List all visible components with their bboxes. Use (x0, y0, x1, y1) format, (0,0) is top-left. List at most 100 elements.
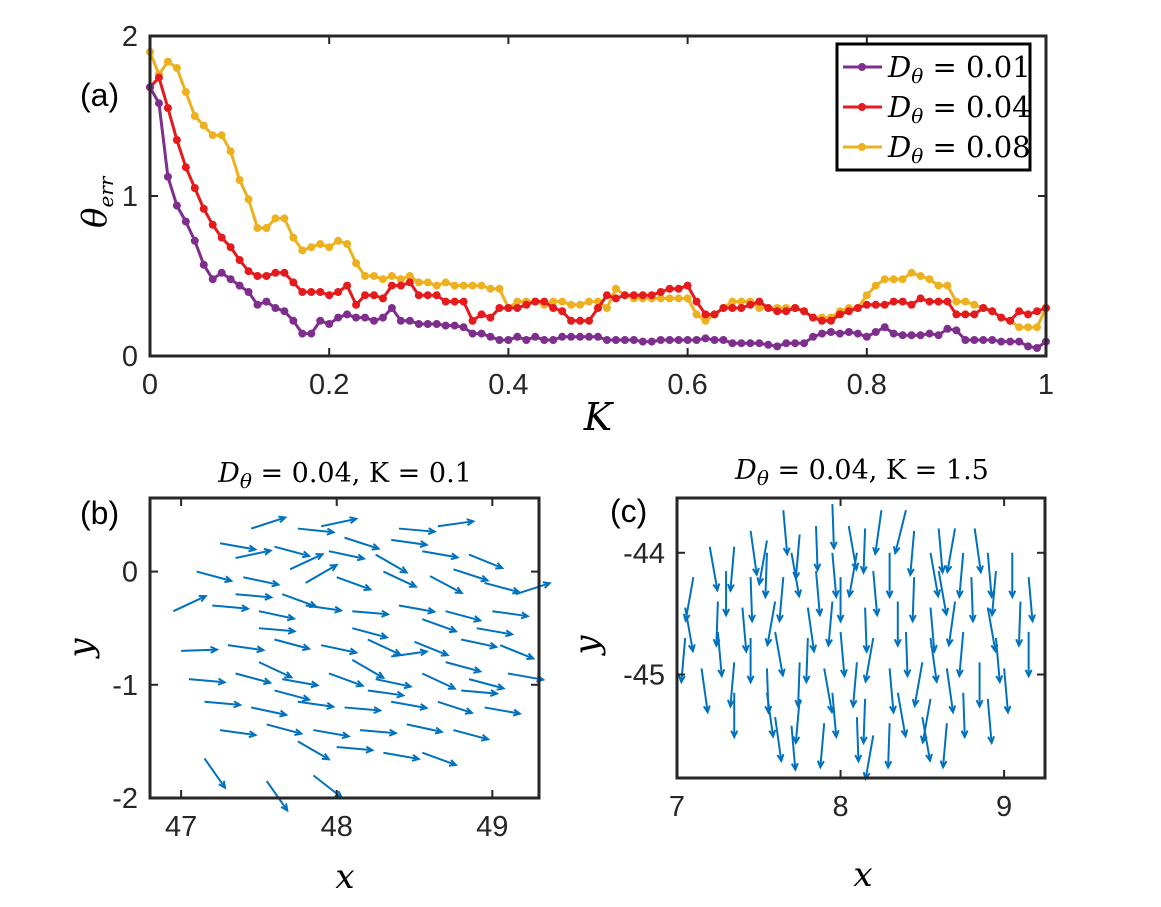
series-1-point (244, 267, 253, 276)
panel-b-arrow-head (376, 671, 386, 679)
series-1-point (638, 291, 647, 300)
panel-c-arrow-head (761, 590, 770, 600)
series-1-point (880, 300, 889, 309)
panel-b-arrow-head (542, 581, 552, 589)
series-0-point (513, 332, 522, 341)
series-1-point (970, 310, 979, 319)
panel-c-arrow-head (717, 669, 726, 679)
panel-b-arrow (196, 570, 234, 584)
panel-c-arrow-shaft (864, 735, 875, 780)
series-0-point (880, 323, 889, 332)
panel-b-arrow-shaft (258, 627, 295, 633)
panel-c-arrow (849, 662, 858, 709)
series-0-point (844, 328, 853, 336)
panel-c-arrow (1008, 552, 1017, 600)
panel-c-arrow-head (948, 705, 957, 715)
panel-b-arrow-shaft (188, 678, 225, 684)
series-0-point (629, 336, 638, 344)
panel-b-arrow-shaft (437, 700, 473, 714)
series-0-point (495, 336, 504, 344)
panel-c-arrow (730, 692, 739, 740)
panel-b-arrow-shaft (297, 700, 334, 708)
panel-b-arrow-shaft (313, 729, 349, 738)
panel-c-y-label: y (567, 635, 607, 657)
panel-b-arrow-head (489, 641, 499, 650)
panel-c-arrow-shaft (937, 528, 944, 573)
panel-c-arrow-head (859, 736, 868, 746)
series-2-point (755, 304, 764, 312)
panel-b-arrow (265, 780, 289, 813)
series-0-point (163, 172, 172, 181)
series-1-point (549, 304, 558, 312)
panel-c-arrow-head (872, 608, 881, 618)
panel-b-arrow (219, 542, 258, 553)
series-0-point (665, 336, 674, 344)
series-0-point (235, 281, 244, 290)
series-1-point (405, 278, 414, 287)
panel-b-arrow-head (224, 575, 234, 584)
series-1-point (611, 294, 620, 303)
panel-c-arrow-head (813, 563, 822, 573)
panel-b-arrow (266, 723, 304, 736)
panel-b-arrow-shaft (398, 527, 435, 533)
series-2-point (181, 88, 190, 96)
legend-entries: Dθ = 0.01 Dθ = 0.04 Dθ = 0.08 (843, 50, 1031, 168)
series-2-point (1024, 323, 1033, 332)
panel-c-arrow-shaft (887, 723, 891, 768)
panel-b-arrow-head (396, 690, 406, 699)
series-1-point (826, 316, 835, 325)
series-0-point (540, 336, 549, 344)
series-0-point (450, 321, 459, 330)
series-0-point (154, 99, 163, 108)
panel-b-arrow-head (301, 694, 312, 703)
series-2-point (334, 236, 343, 245)
panel-c-arrow-head (687, 644, 696, 654)
series-0-point (396, 316, 405, 325)
series-1-point (450, 297, 459, 306)
panel-c-title-rest: = 0.04, K = 1.5 (769, 455, 989, 486)
panel-b-arrow-head (284, 671, 294, 679)
panel-c-x-tick-label: 7 (669, 791, 685, 823)
panel-b-label: (b) (80, 495, 119, 531)
panel-c-arrow-head (854, 754, 863, 764)
series-1-point (889, 297, 898, 306)
panel-a-x-tick-label: 1 (1038, 369, 1054, 401)
panel-c-arrow-head (741, 644, 750, 654)
panel-c-arrow-head (938, 565, 946, 575)
panel-b-arrow (204, 700, 243, 709)
series-1-point (647, 291, 656, 300)
panel-c-arrow-shaft (848, 552, 858, 597)
series-1-point (289, 278, 298, 287)
panel-c-arrow-shaft (864, 637, 875, 682)
panel-c-arrows (677, 504, 1036, 782)
panel-c-x-label: x (853, 855, 872, 895)
panel-c-arrow-head (911, 698, 920, 709)
panel-c-arrow (774, 716, 785, 764)
panel-b-arrow-head (278, 515, 288, 524)
panel-b-arrow-head (349, 647, 359, 656)
panel-c-arrow (746, 638, 755, 685)
panel-a-y-label-sub: err (94, 175, 118, 207)
panel-c-arrow-shaft (766, 601, 777, 646)
series-2-point (468, 281, 477, 290)
series-1-point (809, 313, 818, 322)
series-2-point (432, 281, 441, 290)
series-0-point (1024, 342, 1033, 351)
panel-b-arrow-head (419, 540, 429, 548)
panel-c-title: Dθ = 0.04, K = 1.5 (734, 455, 989, 490)
series-0-point (199, 260, 208, 269)
panel-c-arrow-head (1008, 590, 1017, 600)
series-2-point (163, 57, 172, 66)
panel-a-series (146, 48, 1050, 352)
series-2-point (513, 297, 522, 306)
panel-b-arrow-shaft (227, 644, 264, 652)
panel-c-arrow-head (1003, 705, 1012, 715)
series-1-point (656, 288, 665, 296)
panel-b-y-label: y (61, 638, 101, 660)
panel-c-arrow-shaft (986, 607, 997, 652)
legend-0-sub: θ (911, 64, 923, 88)
panel-b-arrow (181, 645, 220, 654)
series-2-point (871, 281, 880, 290)
series-1-point (459, 297, 468, 306)
panel-c-arrow-shaft (894, 509, 907, 554)
